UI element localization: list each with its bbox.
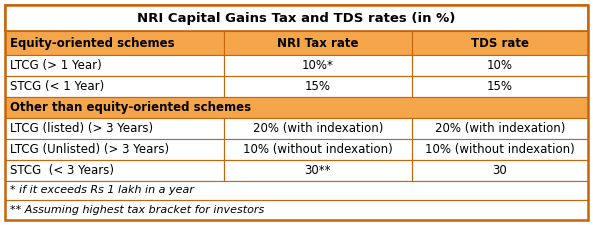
Bar — [412, 31, 588, 55]
Text: Other than equity-oriented schemes: Other than equity-oriented schemes — [10, 101, 251, 114]
Text: 30: 30 — [493, 164, 508, 177]
Bar — [5, 160, 224, 180]
Bar — [224, 76, 412, 97]
Text: 10%: 10% — [487, 59, 513, 72]
Bar — [412, 76, 588, 97]
Text: STCG (< 1 Year): STCG (< 1 Year) — [10, 80, 104, 93]
Text: * if it exceeds Rs 1 lakh in a year: * if it exceeds Rs 1 lakh in a year — [10, 185, 194, 195]
Bar — [5, 180, 588, 200]
Text: 20% (with indexation): 20% (with indexation) — [253, 122, 383, 135]
Text: 30**: 30** — [305, 164, 331, 177]
Bar — [5, 31, 224, 55]
Bar — [412, 160, 588, 180]
Bar — [412, 139, 588, 160]
Bar — [5, 139, 224, 160]
Bar — [5, 55, 224, 76]
Text: STCG  (< 3 Years): STCG (< 3 Years) — [10, 164, 114, 177]
Bar — [224, 118, 412, 139]
Bar — [412, 55, 588, 76]
Text: NRI Tax rate: NRI Tax rate — [277, 37, 359, 50]
Bar — [224, 55, 412, 76]
Bar — [412, 118, 588, 139]
Text: TDS rate: TDS rate — [471, 37, 529, 50]
Text: LTCG (listed) (> 3 Years): LTCG (listed) (> 3 Years) — [10, 122, 153, 135]
Text: 20% (with indexation): 20% (with indexation) — [435, 122, 565, 135]
Text: 15%: 15% — [305, 80, 331, 93]
Bar — [5, 200, 588, 220]
Text: 10% (without indexation): 10% (without indexation) — [243, 143, 393, 156]
Text: NRI Capital Gains Tax and TDS rates (in %): NRI Capital Gains Tax and TDS rates (in … — [138, 12, 455, 25]
Text: ** Assuming highest tax bracket for investors: ** Assuming highest tax bracket for inve… — [10, 205, 264, 215]
Bar — [5, 76, 224, 97]
Text: 10% (without indexation): 10% (without indexation) — [425, 143, 575, 156]
Text: 10%*: 10%* — [302, 59, 334, 72]
Text: Equity-oriented schemes: Equity-oriented schemes — [10, 37, 174, 50]
Bar — [5, 5, 588, 31]
Bar — [224, 160, 412, 180]
Bar — [224, 139, 412, 160]
Bar — [5, 97, 588, 118]
Text: 15%: 15% — [487, 80, 513, 93]
Bar — [5, 118, 224, 139]
Text: LTCG (> 1 Year): LTCG (> 1 Year) — [10, 59, 102, 72]
Text: LTCG (Unlisted) (> 3 Years): LTCG (Unlisted) (> 3 Years) — [10, 143, 169, 156]
Bar — [224, 31, 412, 55]
